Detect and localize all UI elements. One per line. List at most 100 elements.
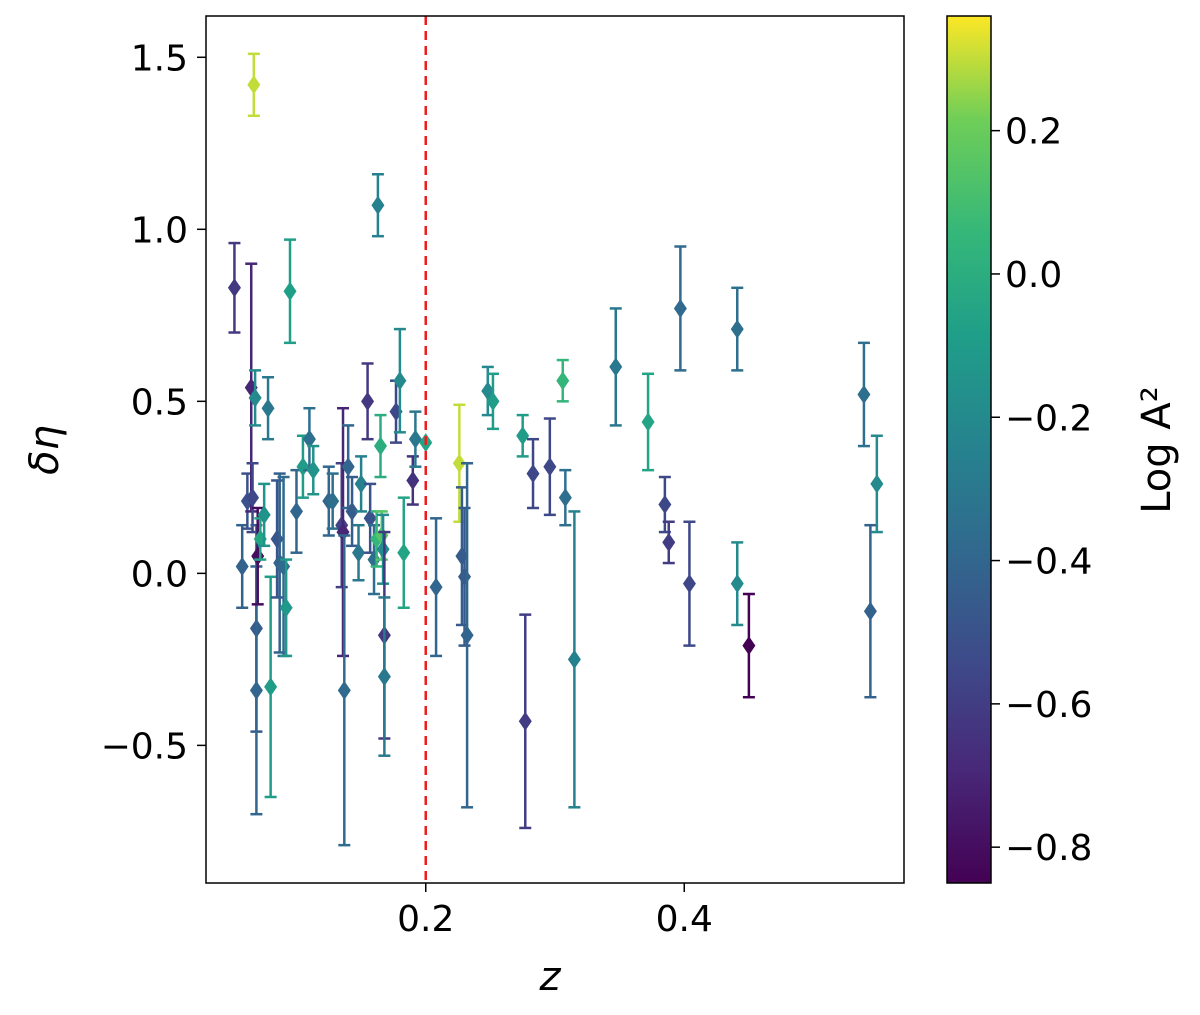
data-point-14	[270, 479, 284, 599]
data-point-13	[264, 575, 278, 799]
colorbar-tick-label: −0.8	[1005, 828, 1092, 869]
data-point-29	[345, 475, 359, 548]
colorbar-tick-label: −0.2	[1005, 398, 1092, 439]
diamond-marker	[486, 391, 500, 411]
colorbar-tick-label: −0.6	[1005, 685, 1092, 726]
y-tick-label: 1.5	[131, 38, 188, 79]
diamond-marker	[246, 488, 260, 508]
diamond-marker	[248, 388, 262, 408]
colorbar-tick-label: 0.2	[1005, 112, 1062, 153]
y-tick-label: 0.0	[131, 554, 188, 595]
y-axis-ticks: −0.5 0.0 0.5 1.0 1.5	[101, 38, 206, 767]
diamond-marker	[283, 281, 297, 301]
diamond-marker	[376, 539, 390, 559]
plot-area: 0.2 0.4 −0.5 0.0 0.5 1.0 1.5 z δη	[22, 15, 905, 1000]
diamond-marker	[567, 649, 581, 669]
data-point-8	[249, 565, 263, 816]
diamond-marker	[306, 460, 320, 480]
data-point-66	[673, 245, 687, 372]
diamond-marker	[371, 195, 385, 215]
diamond-marker	[558, 488, 572, 508]
data-point-52	[460, 462, 474, 809]
data-point-69	[730, 541, 744, 627]
diamond-marker	[247, 75, 261, 95]
diamond-marker	[296, 457, 310, 477]
y-axis-title: δη	[22, 425, 68, 475]
y-tick-label: 1.0	[131, 210, 188, 251]
diamond-marker	[460, 625, 474, 645]
diamond-marker	[352, 543, 366, 563]
data-point-24	[326, 472, 340, 530]
colorbar-ticks: 0.2 0.0 −0.2 −0.4 −0.6 −0.8	[991, 112, 1092, 869]
diamond-marker	[337, 680, 351, 700]
y-tick-label: −0.5	[101, 726, 188, 767]
data-points	[227, 52, 884, 847]
diamond-marker	[251, 546, 265, 566]
diamond-marker	[518, 711, 532, 731]
diamond-marker	[742, 636, 756, 656]
diamond-marker	[302, 429, 316, 449]
data-point-30	[352, 523, 366, 582]
data-point-12	[261, 376, 275, 441]
diamond-marker	[261, 398, 275, 418]
data-point-57	[526, 437, 540, 510]
diamond-marker	[406, 470, 420, 490]
data-point-3	[244, 262, 258, 513]
diamond-marker	[326, 491, 340, 511]
diamond-marker	[393, 371, 407, 391]
data-point-31	[354, 455, 368, 513]
diamond-marker	[870, 474, 884, 494]
x-axis-title: z	[539, 954, 562, 1000]
x-axis-ticks: 0.2 0.4	[397, 883, 713, 940]
diamond-marker	[516, 426, 530, 446]
colorbar-tick-label: 0.0	[1005, 255, 1062, 296]
data-point-68	[730, 286, 744, 372]
data-point-67	[682, 520, 696, 647]
data-point-72	[863, 523, 877, 699]
diamond-marker	[730, 574, 744, 594]
diamond-marker	[289, 501, 303, 521]
data-point-70	[742, 592, 756, 699]
data-point-32	[361, 362, 375, 441]
diamond-marker	[429, 577, 443, 597]
data-point-71	[857, 341, 871, 448]
diamond-marker	[662, 532, 676, 552]
data-point-1	[235, 523, 249, 610]
y-tick-label: 0.5	[131, 382, 188, 423]
data-point-39	[376, 513, 390, 585]
data-point-55	[516, 413, 530, 458]
data-point-45	[406, 455, 420, 506]
diamond-marker	[609, 357, 623, 377]
data-point-18	[283, 238, 297, 345]
data-point-28	[341, 424, 355, 510]
diamond-marker	[682, 574, 696, 594]
colorbar: 0.2 0.0 −0.2 −0.4 −0.6 −0.8 Log A²	[946, 15, 1180, 884]
diamond-marker	[658, 495, 672, 515]
data-point-48	[429, 517, 443, 658]
data-point-63	[641, 372, 655, 472]
diamond-marker	[374, 436, 387, 456]
diamond-marker	[270, 529, 284, 549]
data-point-46	[408, 410, 422, 468]
colorbar-gradient	[946, 15, 992, 884]
diamond-marker	[345, 501, 359, 521]
x-tick-label: 0.4	[656, 899, 713, 940]
data-point-41	[377, 596, 391, 757]
data-point-22	[306, 444, 320, 496]
data-point-54	[486, 372, 500, 431]
x-tick-label: 0.2	[397, 899, 454, 940]
data-point-26	[336, 406, 350, 658]
plot-frame	[205, 15, 905, 884]
data-point-27	[337, 534, 351, 847]
data-point-20	[296, 434, 310, 499]
diamond-marker	[526, 464, 540, 484]
diamond-marker	[361, 391, 375, 411]
data-point-58	[543, 417, 557, 517]
data-point-5	[247, 52, 261, 118]
data-point-0	[227, 241, 241, 334]
data-point-44	[397, 496, 411, 610]
data-point-62	[609, 307, 623, 427]
diamond-marker	[730, 319, 744, 339]
data-point-59	[556, 358, 570, 403]
